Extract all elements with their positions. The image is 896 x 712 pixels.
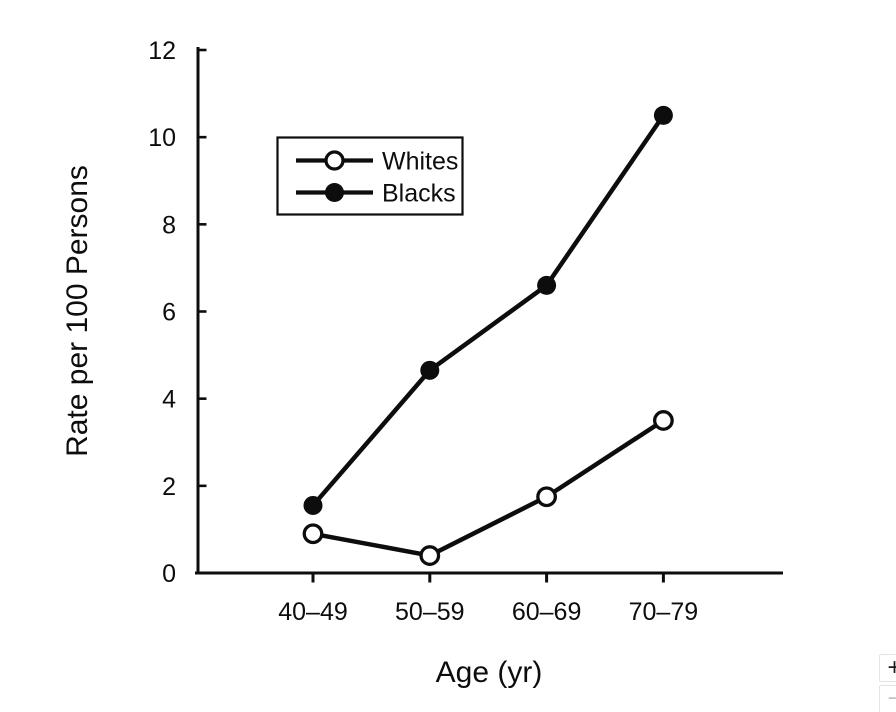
x-axis-title: Age (yr) bbox=[436, 656, 543, 689]
data-point-blacks bbox=[420, 360, 440, 380]
y-tick-label: 10 bbox=[148, 124, 176, 152]
series-line-blacks bbox=[311, 114, 666, 507]
x-tick-label: 70–79 bbox=[629, 598, 699, 626]
series-line-whites bbox=[312, 418, 665, 558]
data-point-whites bbox=[653, 410, 674, 431]
data-point-blacks bbox=[653, 105, 673, 125]
x-tick-label: 60–69 bbox=[512, 598, 582, 626]
x-tick-label: 50–59 bbox=[395, 598, 465, 626]
y-tick-label: 12 bbox=[148, 37, 176, 65]
data-point-blacks bbox=[537, 275, 557, 295]
legend-marker-open-circle bbox=[324, 150, 345, 171]
legend-label: Whites bbox=[382, 148, 458, 176]
legend-marker-filled-circle bbox=[325, 183, 344, 202]
y-tick-label: 6 bbox=[162, 299, 176, 327]
y-tick-label: 4 bbox=[162, 386, 176, 414]
zoom-out-button[interactable]: − bbox=[879, 685, 896, 712]
legend-label: Blacks bbox=[382, 180, 456, 208]
zoom-in-button[interactable]: + bbox=[879, 654, 896, 682]
legend-box bbox=[276, 136, 464, 216]
x-tick-label: 40–49 bbox=[278, 598, 348, 626]
data-point-blacks bbox=[303, 495, 323, 515]
y-axis-title: Rate per 100 Persons bbox=[61, 165, 94, 457]
zoom-control: + − bbox=[879, 654, 896, 712]
y-tick-label: 0 bbox=[162, 560, 176, 588]
data-point-whites bbox=[302, 523, 324, 545]
data-point-whites bbox=[536, 486, 557, 508]
y-tick-label: 8 bbox=[162, 211, 176, 239]
y-tick-label: 2 bbox=[162, 473, 176, 501]
data-point-whites bbox=[419, 545, 441, 566]
